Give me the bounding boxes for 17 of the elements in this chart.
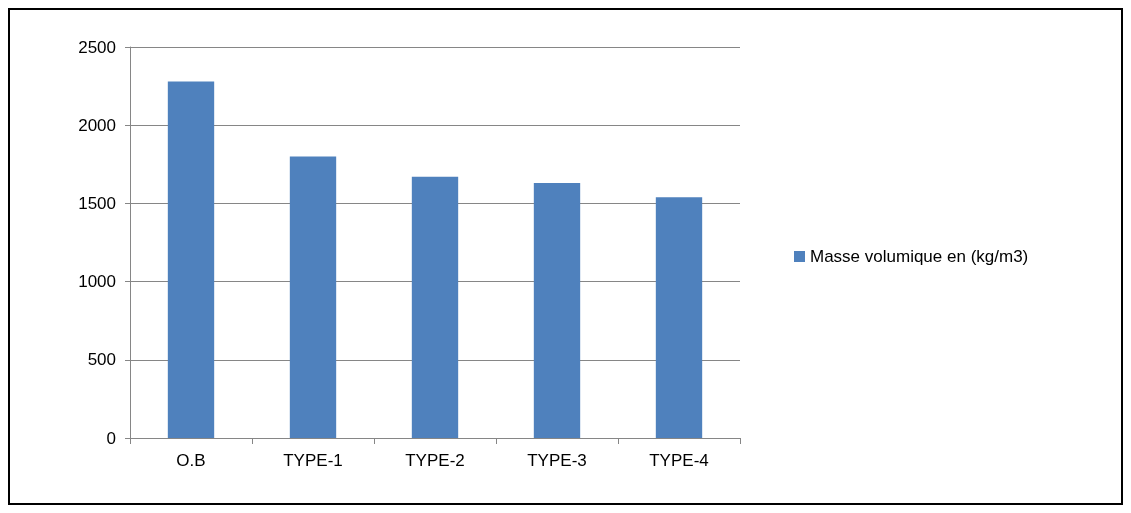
bar xyxy=(289,156,337,438)
y-tick-label: 2500 xyxy=(78,37,116,57)
y-tick-label: 0 xyxy=(106,428,116,448)
y-tick-label: 2000 xyxy=(78,115,116,135)
x-tick-label: TYPE-4 xyxy=(649,451,709,470)
x-tick-label: TYPE-3 xyxy=(527,451,587,470)
y-tick-label: 1000 xyxy=(78,272,116,292)
bar xyxy=(167,81,215,438)
bar xyxy=(533,183,581,438)
y-tick-label: 500 xyxy=(87,350,116,370)
x-tick-label: TYPE-2 xyxy=(405,451,465,470)
y-tick-label: 1500 xyxy=(78,193,116,213)
x-tick-label: TYPE-1 xyxy=(283,451,343,470)
bar xyxy=(411,176,459,438)
legend-label: Masse volumique en (kg/m3) xyxy=(810,247,1029,266)
bar xyxy=(655,197,703,438)
x-tick-label: O.B xyxy=(176,451,206,470)
